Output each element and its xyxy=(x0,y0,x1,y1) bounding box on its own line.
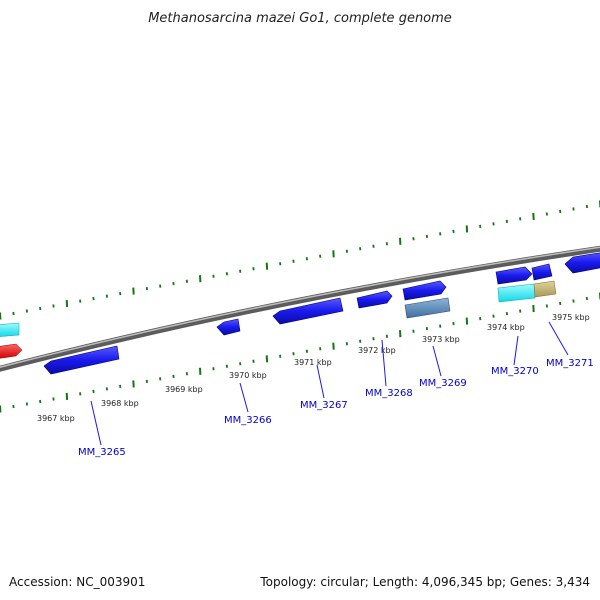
gene-label-mm-3268: MM_3268 xyxy=(365,388,413,399)
gene-label-mm-3269: MM_3269 xyxy=(419,378,467,389)
kbp-label: 3972 kbp xyxy=(358,346,396,355)
gene-arrow-mm-3267 xyxy=(272,297,344,325)
gene-label-mm-3266: MM_3266 xyxy=(224,415,272,426)
kbp-label: 3968 kbp xyxy=(101,399,139,408)
kbp-ruler-labels: 3967 kbp 3968 kbp 3969 kbp 3970 kbp 3971… xyxy=(37,313,590,423)
gene-feature-mm-3270-cyan xyxy=(497,283,536,303)
kbp-label: 3969 kbp xyxy=(165,385,203,394)
gene-feature-red-left xyxy=(0,343,23,359)
gene-leader-lines xyxy=(90,321,569,446)
genome-backbone-highlight xyxy=(0,246,600,368)
kbp-label: 3974 kbp xyxy=(487,323,525,332)
kbp-label: 3970 kbp xyxy=(229,371,267,380)
map-title: Methanosarcina mazei Go1, complete genom… xyxy=(148,11,452,26)
genome-summary-text: Topology: circular; Length: 4,096,345 bp… xyxy=(259,575,590,589)
gene-arrow-right-edge xyxy=(564,252,600,274)
leader-line-mm-3269 xyxy=(432,345,442,377)
leader-line-mm-3266 xyxy=(239,382,249,413)
inner-tick-track xyxy=(0,292,600,413)
gene-labels: MM_3265 MM_3266 MM_3267 MM_3268 MM_3269 … xyxy=(78,358,594,458)
gene-arrow-mm-3265 xyxy=(43,345,120,375)
leader-line-mm-3267 xyxy=(316,364,325,399)
accession-text: Accession: NC_003901 xyxy=(9,575,145,589)
gene-features xyxy=(0,252,600,375)
gene-arrow-mm-3271 xyxy=(531,263,553,281)
genome-backbone xyxy=(0,245,600,372)
leader-line-mm-3270 xyxy=(513,335,519,366)
gene-label-mm-3265: MM_3265 xyxy=(78,447,126,458)
outer-tick-track xyxy=(0,200,600,320)
kbp-label: 3975 kbp xyxy=(552,313,590,322)
kbp-label: 3971 kbp xyxy=(294,358,332,367)
gene-arrow-mm-3269-upper xyxy=(402,280,447,301)
leader-line-mm-3268 xyxy=(381,339,387,387)
gene-arrow-mm-3268 xyxy=(356,290,393,309)
gene-label-mm-3271: MM_3271 xyxy=(546,358,594,369)
gene-label-mm-3267: MM_3267 xyxy=(300,400,348,411)
kbp-label: 3973 kbp xyxy=(422,335,460,344)
gene-label-mm-3270: MM_3270 xyxy=(491,366,539,377)
gene-feature-cyan-left xyxy=(0,322,20,337)
gene-feature-mm-3271-khaki xyxy=(533,280,557,298)
leader-line-mm-3265 xyxy=(90,400,102,446)
gene-feature-mm-3269-lower xyxy=(404,297,451,319)
gene-arrow-mm-3266 xyxy=(216,318,241,336)
kbp-label: 3967 kbp xyxy=(37,414,75,423)
leader-line-mm-3271 xyxy=(548,321,569,356)
gene-arrow-mm-3270 xyxy=(495,266,533,285)
